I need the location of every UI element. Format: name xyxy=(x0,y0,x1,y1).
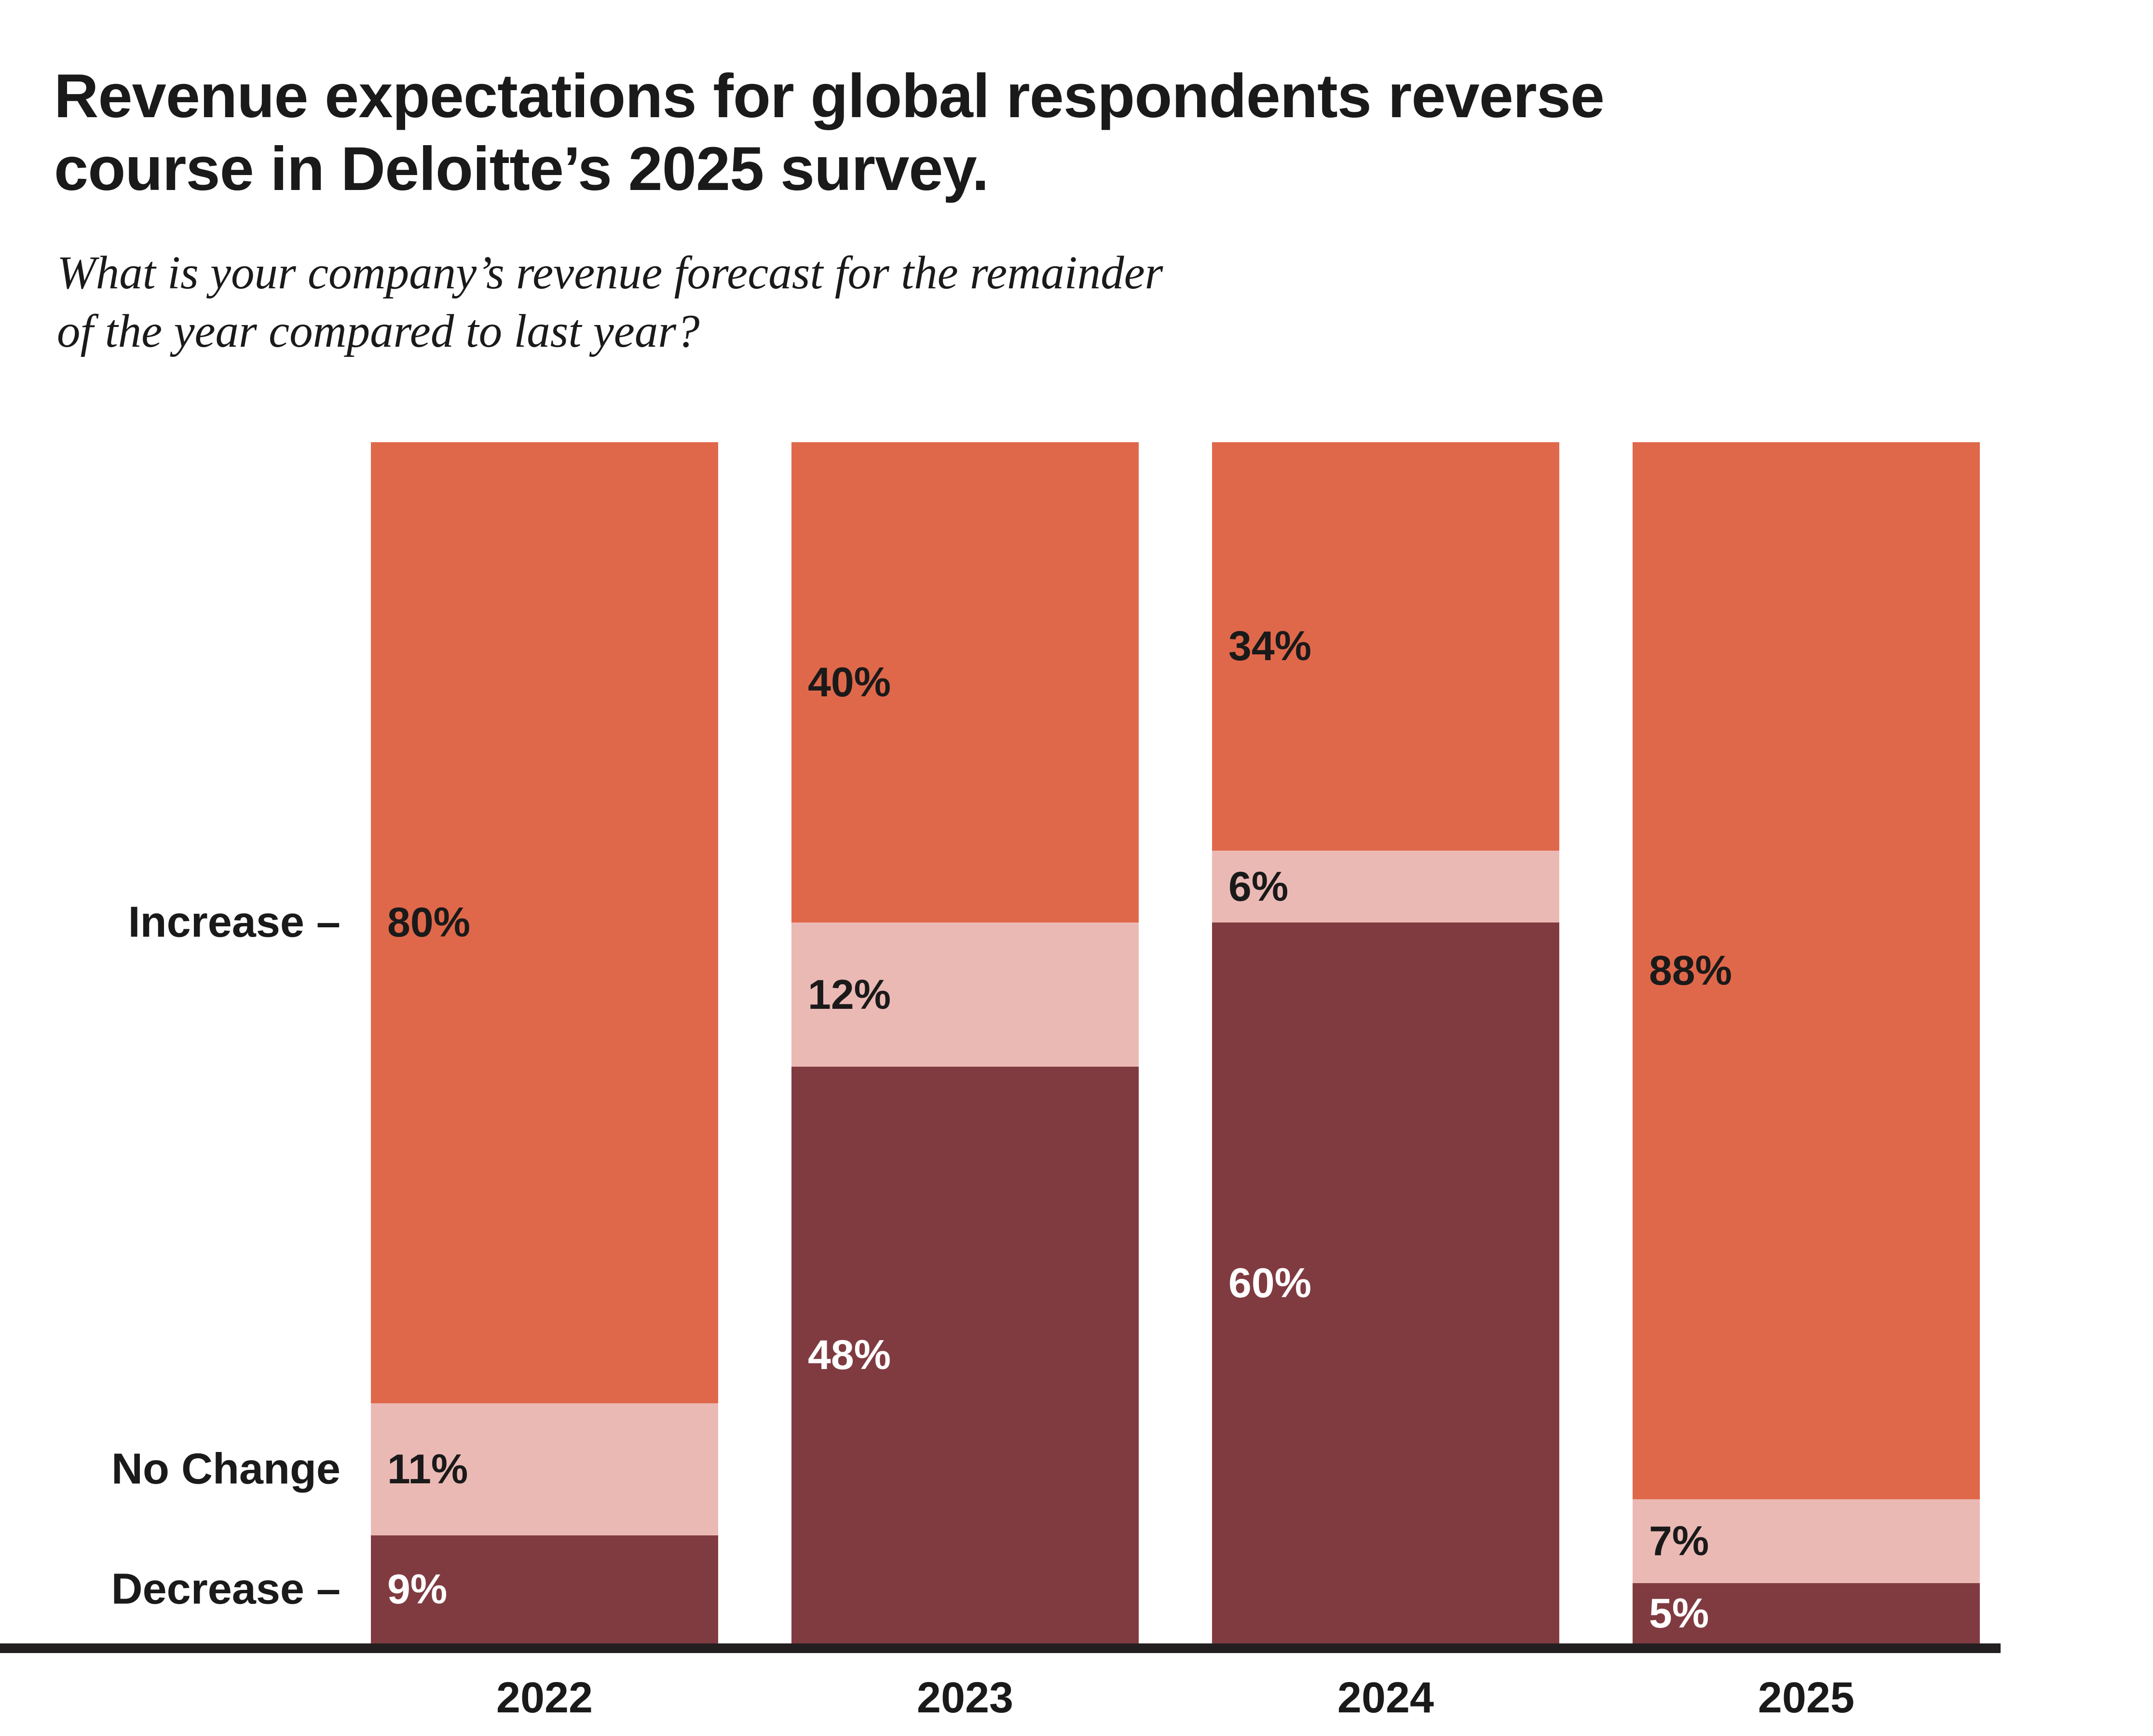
value-label-decrease-2023: 48% xyxy=(808,1332,891,1379)
x-axis-label-2025: 2025 xyxy=(1758,1674,1855,1722)
bar-2023: 40% 12% 48% xyxy=(791,442,1139,1643)
x-axis-label-2022: 2022 xyxy=(496,1674,593,1722)
segment-no-change-2024: 6% xyxy=(1212,850,1559,923)
y-axis-category-labels: Increase – No Change Decrease – xyxy=(0,442,341,1643)
value-label-decrease-2022: 9% xyxy=(387,1566,448,1613)
value-label-increase-2023: 40% xyxy=(808,659,891,706)
segment-increase-2025: 88% xyxy=(1633,442,1980,1500)
x-axis-label-2023: 2023 xyxy=(916,1674,1014,1722)
bar-2024: 34% 6% 60% xyxy=(1212,442,1559,1643)
x-axis-line xyxy=(0,1643,2001,1653)
value-label-no-change-2022: 11% xyxy=(387,1446,468,1492)
segment-no-change-2022: 11% xyxy=(371,1403,718,1535)
segment-decrease-2024: 60% xyxy=(1212,922,1559,1643)
value-label-no-change-2023: 12% xyxy=(808,971,891,1018)
segment-decrease-2025: 5% xyxy=(1633,1583,1980,1643)
segment-increase-2024: 34% xyxy=(1212,442,1559,851)
segment-increase-2022: 80% xyxy=(371,442,718,1403)
value-label-increase-2024: 34% xyxy=(1228,623,1312,670)
chart-title: Revenue expectations for global responde… xyxy=(54,61,1605,203)
segment-no-change-2023: 12% xyxy=(791,922,1139,1067)
value-label-decrease-2025: 5% xyxy=(1649,1590,1709,1637)
value-label-increase-2025: 88% xyxy=(1649,948,1732,994)
segment-decrease-2022: 9% xyxy=(371,1535,718,1643)
segment-no-change-2025: 7% xyxy=(1633,1499,1980,1584)
value-label-no-change-2024: 6% xyxy=(1228,863,1289,910)
x-axis-label-2024: 2024 xyxy=(1337,1674,1434,1722)
chart-subtitle: What is your company’s revenue forecast … xyxy=(57,247,1163,357)
segment-decrease-2023: 48% xyxy=(791,1067,1139,1643)
value-label-decrease-2024: 60% xyxy=(1228,1260,1312,1306)
bars-container: 80% 11% 9% 40% 12% 48% 34% 6% 60% 88% 7% 5% xyxy=(371,442,1980,1643)
x-axis-labels: 2022 2023 2024 2025 xyxy=(371,1673,1980,1723)
category-label-increase: Increase – xyxy=(128,898,341,947)
category-label-decrease: Decrease – xyxy=(111,1565,341,1614)
value-label-increase-2022: 80% xyxy=(387,899,471,946)
plot-area: 80% 11% 9% 40% 12% 48% 34% 6% 60% 88% 7% 5% xyxy=(371,442,1980,1643)
bar-2022: 80% 11% 9% xyxy=(371,442,718,1643)
value-label-no-change-2025: 7% xyxy=(1649,1518,1709,1565)
segment-increase-2023: 40% xyxy=(791,442,1139,923)
category-label-no-change: No Change xyxy=(111,1445,341,1493)
bar-2025: 88% 7% 5% xyxy=(1633,442,1980,1643)
